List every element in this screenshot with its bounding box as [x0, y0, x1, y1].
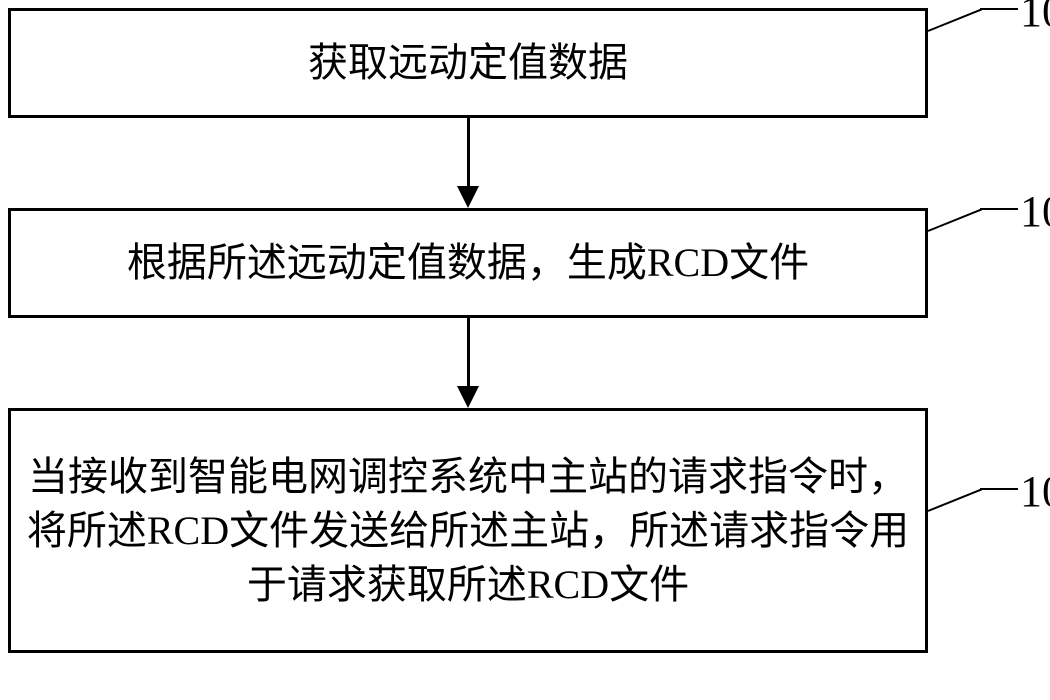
flow-node-1-label: 获取远动定值数据 — [298, 36, 638, 90]
flow-node-2-label: 根据所述远动定值数据，生成RCD文件 — [117, 236, 819, 290]
side-label-3: 10 — [1020, 466, 1050, 517]
leader-line-1b — [980, 8, 1018, 10]
flow-node-2: 根据所述远动定值数据，生成RCD文件 — [8, 208, 928, 318]
side-label-2: 10 — [1020, 186, 1050, 237]
flow-node-1: 获取远动定值数据 — [8, 8, 928, 118]
leader-line-3a — [928, 488, 983, 512]
flowchart-canvas: 获取远动定值数据 10 根据所述远动定值数据，生成RCD文件 10 当接收到智能… — [0, 0, 1050, 700]
edge-2-3-line — [467, 318, 470, 390]
side-label-1: 10 — [1020, 0, 1050, 37]
leader-line-2b — [980, 208, 1018, 210]
leader-line-2a — [928, 208, 983, 232]
flow-node-3: 当接收到智能电网调控系统中主站的请求指令时，将所述RCD文件发送给所述主站，所述… — [8, 408, 928, 653]
edge-1-2-line — [467, 118, 470, 190]
edge-2-3-arrow — [457, 386, 479, 408]
leader-line-3b — [980, 488, 1018, 490]
flow-node-3-label: 当接收到智能电网调控系统中主站的请求指令时，将所述RCD文件发送给所述主站，所述… — [11, 450, 925, 612]
edge-1-2-arrow — [457, 186, 479, 208]
leader-line-1a — [928, 8, 983, 32]
